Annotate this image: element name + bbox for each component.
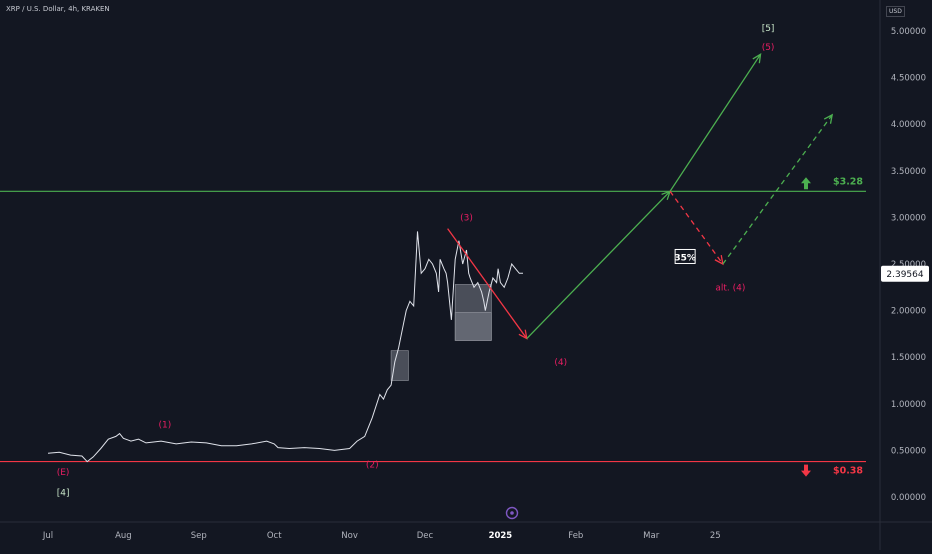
x-tick-label: 25	[710, 531, 721, 541]
wave-label: (1)	[158, 420, 171, 430]
y-tick-label: 0.00000	[891, 493, 926, 503]
y-tick-label: 3.00000	[891, 213, 926, 223]
wave-projection-line[interactable]	[722, 114, 833, 265]
wave-projection-line[interactable]	[447, 228, 528, 339]
y-tick-label: 0.50000	[891, 446, 926, 456]
wave-label: 35%	[674, 253, 696, 263]
symbol-title: XRP / U.S. Dollar, 4h, KRAKEN	[6, 5, 110, 13]
wave-label: (4)	[554, 358, 567, 368]
arrow-up-icon	[801, 177, 811, 190]
x-tick-label: Sep	[191, 531, 207, 541]
highlight-box[interactable]	[390, 350, 409, 381]
price-level-label: $3.28	[833, 176, 863, 187]
price-line[interactable]	[47, 231, 523, 463]
wave-label: [5]	[762, 24, 775, 34]
x-tick-label: Jul	[42, 531, 53, 541]
percent-box	[674, 248, 696, 264]
x-tick-label: Feb	[568, 531, 583, 541]
arrowhead-icon	[823, 113, 834, 124]
current-price-badge	[881, 265, 929, 282]
wave-label: (3)	[460, 213, 473, 223]
x-tick-label: Nov	[341, 531, 358, 541]
price-level-label: $0.38	[833, 466, 863, 477]
y-tick-label: 1.00000	[891, 400, 926, 410]
y-tick-label: 4.00000	[891, 120, 926, 130]
current-price-label: 2.39564	[886, 270, 923, 280]
arrowhead-icon	[752, 53, 762, 64]
y-tick-label: 4.50000	[891, 74, 926, 84]
wave-label: alt. (4)	[715, 283, 745, 293]
y-tick-label: 3.50000	[891, 167, 926, 177]
wave-label: (5)	[762, 43, 775, 53]
y-tick-label: 2.50000	[891, 260, 926, 270]
x-tick-label: Aug	[115, 531, 132, 541]
event-marker-icon[interactable]	[505, 506, 519, 520]
event-marker-dot	[510, 511, 514, 515]
currency-badge[interactable]: USD	[886, 6, 905, 17]
arrow-down-icon	[801, 464, 811, 477]
wave-projection-line[interactable]	[526, 190, 671, 340]
wave-label: (E)	[57, 468, 70, 478]
x-tick-label: Dec	[417, 531, 434, 541]
y-tick-label: 2.00000	[891, 307, 926, 317]
x-tick-label: 2025	[489, 531, 513, 541]
y-tick-label: 5.00000	[891, 27, 926, 37]
highlight-box[interactable]	[454, 312, 492, 341]
wave-label: (2)	[366, 460, 379, 470]
x-tick-label: Mar	[643, 531, 660, 541]
y-tick-label: 1.50000	[891, 353, 926, 363]
wave-projection-line[interactable]	[669, 190, 724, 265]
wave-projection-line[interactable]	[669, 53, 762, 192]
wave-label: [4]	[57, 488, 70, 498]
x-tick-label: Oct	[267, 531, 282, 541]
